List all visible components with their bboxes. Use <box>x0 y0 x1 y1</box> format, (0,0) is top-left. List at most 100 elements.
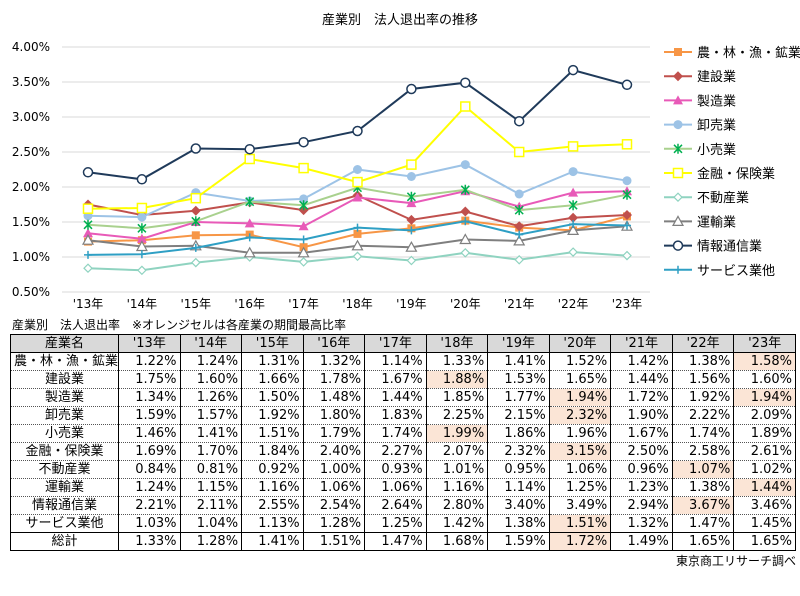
line-chart: 産業別 法人退出率の推移 0.50% 1.00% 1.50% 2.00% 2.50% 3.… <box>12 12 800 311</box>
highlighted-cell: 1.07% <box>671 460 735 479</box>
table-cell: 1.42% <box>610 352 673 371</box>
data-point <box>299 235 308 244</box>
table-cell: 1.83% <box>364 406 427 425</box>
data-point <box>353 229 362 238</box>
table-cell: 1.90% <box>610 406 673 425</box>
x-tick-label: '16年 <box>234 297 265 311</box>
data-point <box>243 246 256 258</box>
table-cell: 1.41% <box>241 532 304 551</box>
table-cell: 2.21% <box>118 496 181 515</box>
table-cell: 1.02% <box>733 460 796 479</box>
table-cell: 1.44% <box>610 370 673 389</box>
legend-marker <box>673 120 683 130</box>
table-cell: 2.07% <box>425 442 489 461</box>
data-point <box>406 159 417 170</box>
x-tick-label: '22年 <box>558 297 589 311</box>
data-point <box>137 223 147 234</box>
table-cell: 0.96% <box>610 460 673 479</box>
data-point <box>406 255 417 266</box>
table-cell: 1.41% <box>179 424 243 443</box>
legend-label: 金融・保険業 <box>697 166 775 182</box>
data-point <box>352 251 363 262</box>
legend-label: 情報通信業 <box>697 239 762 255</box>
table-cell: 1.79% <box>302 424 366 443</box>
table-row: 総計 1.33% 1.28% 1.41% 1.51% 1.47% 1.68% 1.59% 1.7… <box>10 532 796 551</box>
row-label: 農・林・漁・鉱業 <box>10 352 119 371</box>
data-point <box>352 176 363 188</box>
data-point <box>567 224 580 235</box>
table-cell: 1.24% <box>179 352 243 371</box>
legend-marker <box>672 240 684 251</box>
data-point <box>298 221 309 231</box>
table-cell: 0.81% <box>179 460 243 479</box>
data-point <box>567 141 579 152</box>
table-cell: 1.57% <box>179 406 243 425</box>
table-cell: 1.77% <box>487 388 550 407</box>
table-cell: 1.72% <box>610 388 673 407</box>
row-label: サービス業他 <box>10 514 119 533</box>
table-cell: 1.66% <box>241 370 304 389</box>
legend-label: 卸売業 <box>697 118 736 134</box>
data-point <box>244 153 255 165</box>
rate-table: 産業名 '13年 '14年 '15年 '16年 '17年 '18年 '19年 '20年 '21年 '… <box>10 334 796 551</box>
data-point <box>406 191 416 202</box>
table-cell: 1.25% <box>548 478 612 497</box>
table-cell: 1.70% <box>179 442 243 461</box>
x-tick-label: '14年 <box>127 297 158 311</box>
table-cell: 2.40% <box>302 442 366 461</box>
row-label: 建設業 <box>10 370 119 389</box>
column-header: '15年 <box>241 334 304 353</box>
table-cell: 1.78% <box>302 370 366 389</box>
table-cell: 1.60% <box>179 370 243 389</box>
table-cell: 1.65% <box>733 532 796 551</box>
data-point <box>623 221 631 230</box>
table-cell: 1.59% <box>118 406 181 425</box>
table-cell: 0.84% <box>118 460 181 479</box>
x-tick-label: '20年 <box>450 297 481 311</box>
series-5 <box>82 101 633 214</box>
data-point <box>461 217 470 226</box>
table-cell: 1.31% <box>241 352 304 371</box>
table-row: 製造業 1.34% 1.26% 1.50% 1.48% 1.44% 1.85% 1.77% 1.… <box>10 388 796 407</box>
data-point <box>83 263 93 274</box>
table-cell: 1.25% <box>364 514 427 533</box>
data-point <box>407 226 416 235</box>
table-row: 小売業 1.46% 1.41% 1.51% 1.79% 1.74% 1.99% 1.86% 1.… <box>10 424 796 443</box>
legend-label: 不動産業 <box>697 190 749 206</box>
data-point <box>406 198 417 208</box>
data-point <box>244 218 255 228</box>
data-point <box>352 125 363 137</box>
table-cell: 1.33% <box>118 532 181 551</box>
legend-label: 建設業 <box>697 69 736 85</box>
data-point <box>568 212 579 223</box>
table-cell: 1.14% <box>487 478 550 497</box>
data-point <box>83 228 93 238</box>
y-tick-label: 3.00% <box>12 110 50 124</box>
data-point <box>299 194 309 204</box>
table-cell: 2.61% <box>733 442 796 461</box>
table-cell: 1.42% <box>425 514 489 533</box>
table-cell: 1.38% <box>487 514 550 533</box>
column-header: '13年 <box>118 334 181 353</box>
table-cell: 1.59% <box>487 532 550 551</box>
table-cell: 2.11% <box>179 496 243 515</box>
data-point <box>137 265 147 276</box>
legend-item: 情報通信業 <box>664 239 762 255</box>
table-cell: 2.94% <box>610 496 673 515</box>
data-point <box>460 77 471 88</box>
table-cell: 1.47% <box>364 532 427 551</box>
data-point <box>190 143 202 154</box>
legend-item: 製造業 <box>664 93 736 109</box>
x-tick-label: '17年 <box>288 297 319 311</box>
y-tick-label: 1.50% <box>12 215 50 229</box>
table-cell: 1.34% <box>118 388 181 407</box>
legend-label: 農・林・漁・鉱業 <box>697 45 800 61</box>
data-point <box>298 257 309 267</box>
data-point <box>567 64 579 76</box>
table-cell: 1.96% <box>548 424 612 443</box>
legend-item: 建設業 <box>664 69 736 85</box>
table-cell: 1.75% <box>118 370 181 389</box>
table-cell: 1.74% <box>364 424 427 443</box>
table-row: 情報通信業 2.21% 2.11% 2.55% 2.54% 2.64% 2.80% 3.40%… <box>10 496 796 515</box>
data-point <box>406 172 416 181</box>
